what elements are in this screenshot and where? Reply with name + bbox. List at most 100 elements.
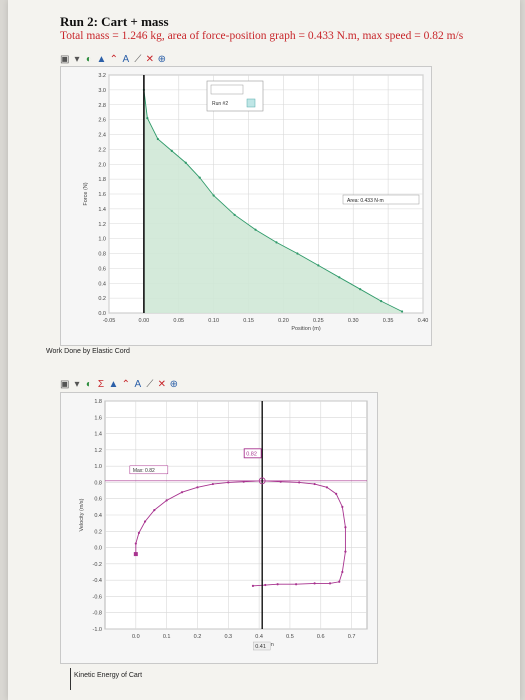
y-tick-label: 2.6 — [98, 118, 106, 124]
autoscale-icon[interactable]: ▾ — [74, 379, 80, 390]
force-data-point — [338, 276, 341, 279]
velocity-data-point — [335, 492, 338, 495]
y-readout-box — [243, 448, 262, 459]
area-icon[interactable]: ▲ — [108, 379, 119, 390]
text-annotation-icon[interactable]: A — [122, 54, 130, 65]
tangent-icon[interactable]: ⟋ — [146, 379, 154, 390]
x-tick-label: 0.10 — [208, 318, 219, 324]
page-heading: Run 2: Cart + mass — [60, 14, 169, 29]
velocity-data-point — [211, 482, 214, 486]
y-tick-label: 3.2 — [98, 73, 106, 79]
force-data-point — [170, 149, 173, 152]
delete-icon[interactable]: ✕ — [145, 54, 155, 65]
force-curve — [143, 89, 403, 312]
velocity-data-point — [165, 499, 168, 502]
force-data-point — [212, 194, 215, 197]
x-tick-label: 0.4 — [255, 634, 263, 640]
statistics-icon[interactable]: ◐ — [85, 379, 92, 390]
x-tick-label: -0.05 — [103, 318, 116, 324]
velocity-data-point — [325, 486, 329, 489]
y-tick-label: 1.8 — [98, 177, 106, 183]
velocity-position-graph[interactable]: -1.0 -0.8 -0.6 -0.4 -0.2 0.0 0.2 0.4 0.6 0.8 1.0 1.… — [61, 393, 379, 665]
force-data-point — [296, 252, 299, 255]
x-tick-label: 0.35 — [383, 318, 394, 324]
legend-swatch — [246, 98, 256, 108]
x-tick-label: 0.2 — [194, 634, 202, 640]
force-data-point — [359, 288, 362, 291]
x-tick-label: 0.15 — [243, 318, 254, 324]
velocity-graph-toolbar: ▣ ▾ ◐ Σ ▲ ⌃ A ⟋ ✕ ⊕ — [60, 378, 178, 392]
x-tick-label: 0.0 — [132, 634, 140, 640]
integral-icon[interactable]: Σ — [97, 379, 105, 390]
velocity-data-point — [153, 509, 156, 512]
force-data-point — [275, 241, 278, 244]
y-tick-label: -1.0 — [93, 627, 102, 633]
autoscale-icon[interactable]: ▾ — [74, 54, 80, 65]
force-data-point — [156, 137, 159, 141]
force-graph-caption: Work Done by Elastic Cord — [46, 348, 130, 355]
force-position-graph[interactable]: 0.0 0.2 0.4 0.6 0.8 1.0 1.2 1.4 1.6 1.8 2.0 2.2 2.4 2… — [61, 67, 433, 347]
x-tick-label: 0.20 — [278, 318, 289, 324]
x-tick-label: 0.40 — [418, 318, 429, 324]
velocity-data-point — [295, 583, 298, 586]
y-tick-label: 1.6 — [94, 415, 102, 421]
x-tick-label: 0.30 — [348, 318, 359, 324]
y-tick-label: 2.0 — [98, 162, 106, 168]
zoom-icon[interactable]: ⊕ — [169, 379, 179, 390]
y-tick-label: -0.2 — [93, 562, 102, 568]
y-tick-label: 0.6 — [94, 497, 102, 503]
force-graph-panel: 0.0 0.2 0.4 0.6 0.8 1.0 1.2 1.4 1.6 1.8 2.0 2.2 2.4 2… — [60, 66, 432, 346]
force-data-point — [146, 117, 149, 120]
x-tick-label: 0.6 — [317, 634, 325, 640]
x-tick-label: 0.25 — [313, 318, 324, 324]
velocity-data-point — [344, 550, 347, 553]
y-tick-label: 1.6 — [98, 192, 106, 198]
y-tick-label: 1.2 — [98, 222, 106, 228]
area-annotation-box — [342, 194, 420, 205]
area-annotation: Area: 0.433 N·m — [347, 198, 384, 204]
statistics-icon[interactable]: ◐ — [85, 54, 92, 65]
tangent-icon[interactable]: ⟋ — [134, 54, 142, 65]
y-tick-label: 1.0 — [94, 464, 102, 470]
velocity-data-point — [344, 526, 347, 529]
text-annotation-icon[interactable]: A — [134, 379, 142, 390]
delete-icon[interactable]: ✕ — [157, 379, 167, 390]
velocity-data-point — [338, 580, 341, 583]
graph-options-icon[interactable]: ▣ — [60, 54, 70, 65]
velocity-data-point — [134, 542, 137, 545]
force-data-point — [317, 264, 320, 267]
x-tick-label: 0.7 — [348, 634, 356, 640]
y-tick-label: 3.0 — [98, 88, 106, 94]
y-tick-label: 1.2 — [94, 448, 102, 454]
force-data-point — [380, 300, 383, 303]
x-axis-label: Position (m) — [291, 326, 321, 332]
y-tick-label: 0.2 — [94, 529, 102, 535]
force-graph-toolbar: ▣ ▾ ◐ ▲ ⌃ A ⟋ ✕ ⊕ — [60, 53, 166, 67]
curve-fit-icon[interactable]: ⌃ — [109, 54, 119, 65]
y-tick-label: -0.6 — [93, 594, 102, 600]
velocity-data-point — [143, 520, 147, 523]
y-tick-label: 1.4 — [98, 207, 106, 213]
area-icon[interactable]: ▲ — [96, 54, 107, 65]
y-tick-label: 1.0 — [98, 237, 106, 243]
zoom-icon[interactable]: ⊕ — [157, 54, 167, 65]
velocity-data-point — [242, 480, 245, 483]
velocity-data-point — [328, 582, 332, 585]
x-tick-label: 0.1 — [163, 634, 171, 640]
y-tick-label: 0.0 — [98, 311, 106, 317]
legend-label: Run #2 — [212, 101, 228, 107]
worksheet-page: Run 2: Cart + mass Total mass = 1.246 kg… — [8, 0, 520, 700]
y-axis-label: Force (N) — [83, 182, 89, 205]
max-label: Max: 0.82 — [133, 468, 155, 474]
velocity-data-point — [298, 481, 301, 484]
x-tick-label: 0.5 — [286, 634, 294, 640]
velocity-data-point — [279, 480, 282, 483]
max-point-marker — [258, 477, 266, 485]
graph-options-icon[interactable]: ▣ — [60, 379, 70, 390]
velocity-data-point — [341, 570, 344, 574]
force-data-point — [400, 310, 404, 313]
x-readout-value: 0.41 — [255, 644, 266, 650]
curve-fit-icon[interactable]: ⌃ — [121, 379, 131, 390]
y-tick-label: 2.2 — [98, 147, 106, 153]
velocity-data-point — [251, 584, 255, 587]
